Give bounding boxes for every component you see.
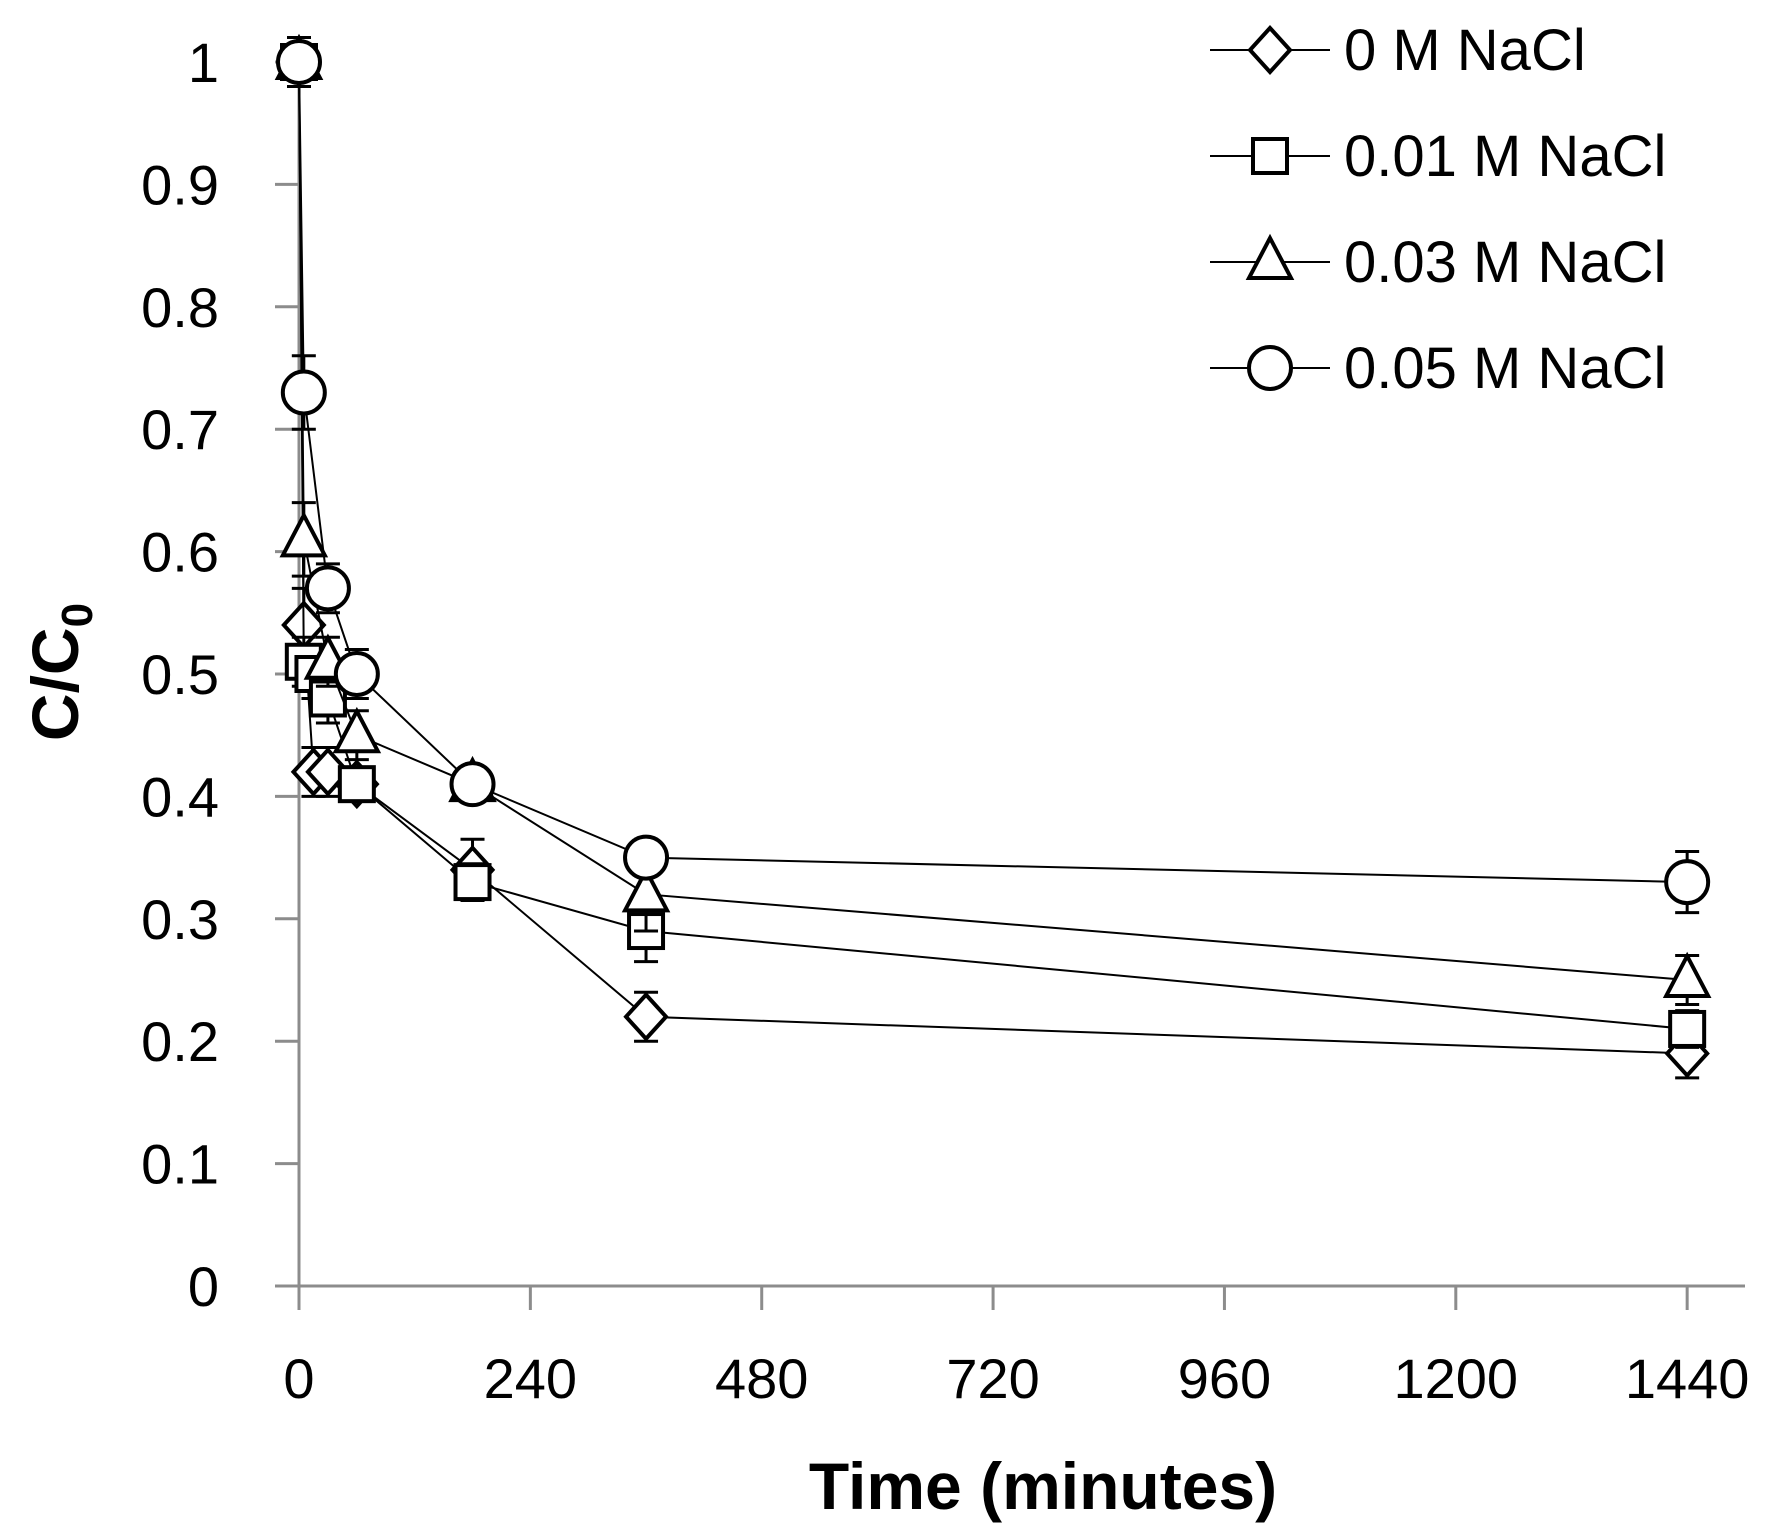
- data-point: [279, 511, 329, 558]
- y-tick-label: 0.4: [141, 765, 219, 828]
- series-diamond: [276, 36, 1710, 1080]
- legend-item: 0.05 M NaCl: [1210, 336, 1666, 401]
- series-line: [298, 61, 1688, 981]
- y-tick-label: 0.6: [141, 521, 219, 584]
- series-line: [298, 61, 1688, 1030]
- legend-marker: [1251, 137, 1289, 175]
- y-tick-label: 0.9: [141, 153, 219, 216]
- y-axis-title-subscript: 0: [53, 603, 102, 627]
- y-tick-label: 0.2: [141, 1010, 219, 1073]
- data-point: [623, 834, 670, 881]
- x-tick-label: 1200: [1394, 1347, 1519, 1410]
- y-tick-label: 0.8: [141, 276, 219, 339]
- legend-label: 0.05 M NaCl: [1344, 336, 1666, 401]
- legend-marker: [1247, 25, 1293, 75]
- y-tick-label: 1: [188, 31, 219, 94]
- data-point: [337, 765, 376, 804]
- data-point: [449, 761, 496, 808]
- x-tick-label: 1440: [1625, 1347, 1750, 1410]
- y-axis-title-main: C/C: [18, 627, 92, 741]
- data-point: [1668, 1009, 1707, 1048]
- legend-label: 0 M NaCl: [1344, 18, 1586, 83]
- y-tick-label: 0: [188, 1255, 219, 1318]
- x-tick-label: 960: [1178, 1347, 1271, 1410]
- legend-item: 0 M NaCl: [1210, 18, 1586, 83]
- data-point: [333, 651, 380, 697]
- x-tick-label: 0: [283, 1347, 314, 1410]
- data-point: [1662, 951, 1712, 998]
- data-point: [453, 863, 492, 902]
- x-tick-label: 240: [484, 1347, 577, 1410]
- data-point: [276, 39, 322, 85]
- y-axis-title: C/C0: [18, 603, 102, 741]
- data-point: [623, 991, 669, 1042]
- y-tick-label: 0.3: [141, 888, 219, 951]
- series-line: [298, 61, 1688, 1055]
- y-tick-label: 0.1: [141, 1133, 219, 1196]
- axis-titles: Time (minutes) C/C0: [18, 603, 1277, 1523]
- data-point: [332, 706, 382, 754]
- legend-marker: [1247, 345, 1293, 391]
- x-tick-label: 720: [946, 1347, 1039, 1410]
- legend-label: 0.01 M NaCl: [1344, 124, 1666, 189]
- series-circle: [276, 36, 1711, 915]
- legend-label: 0.03 M NaCl: [1344, 230, 1666, 295]
- legend: 0 M NaCl 0.01 M NaCl 0.03 M NaCl 0.05 M NaC…: [1210, 18, 1666, 401]
- data-point: [280, 369, 327, 416]
- y-tick-label: 0.7: [141, 398, 219, 461]
- legend-marker: [1245, 233, 1295, 280]
- axes: 0 0.1 0.2 0.3 0.4 0.5 0.6 0.7 0.8 0.9 1 0 240 480 720 9…: [141, 31, 1749, 1410]
- legend-item: 0.03 M NaCl: [1210, 230, 1666, 295]
- series-layer: [274, 33, 1712, 1080]
- x-axis-title: Time (minutes): [809, 1449, 1277, 1523]
- y-tick-label: 0.5: [141, 643, 219, 706]
- data-point: [304, 565, 351, 612]
- data-point: [1664, 859, 1711, 906]
- legend-item: 0.01 M NaCl: [1210, 124, 1666, 189]
- x-tick-label: 480: [715, 1347, 808, 1410]
- data-point: [621, 866, 671, 913]
